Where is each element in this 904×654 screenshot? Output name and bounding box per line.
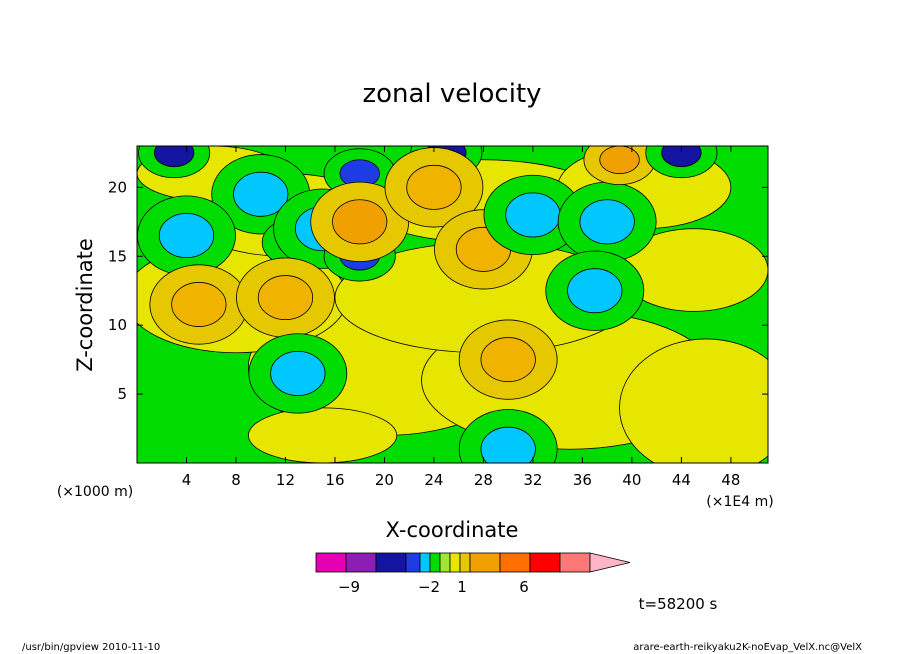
contour-feature: [505, 192, 561, 238]
contour-blobs: [137, 146, 768, 463]
colorbar-label: 1: [457, 578, 467, 596]
colorbar-label: −2: [418, 578, 440, 596]
colorbar-swatch: [345, 552, 377, 573]
x-unit-right: (×1E4 m): [706, 494, 773, 510]
contour-feature: [153, 146, 195, 168]
x-tick-label: 20: [375, 471, 394, 489]
contour-feature: [567, 268, 623, 314]
contour-feature: [579, 199, 635, 245]
plot-frame: [136, 145, 769, 464]
colorbar-swatch: [459, 552, 471, 573]
x-tick-label: 32: [523, 471, 542, 489]
colorbar-swatch: [439, 552, 451, 573]
contour-feature: [406, 164, 462, 210]
colorbar-swatch: [559, 552, 591, 573]
x-unit-left: (×1000 m): [57, 484, 133, 500]
colorbar-swatch: [529, 552, 561, 573]
x-axis: 4 8 12 16 20 24 28 32 36 40 44 48: [182, 146, 740, 489]
colorbar-swatch: [315, 552, 347, 573]
colorbar-swatch: [375, 552, 407, 573]
y-tick-label: 10: [108, 316, 127, 334]
x-tick-label: 8: [231, 471, 241, 489]
contour-field: [137, 146, 768, 463]
x-tick-label: 36: [573, 471, 592, 489]
x-tick-label: 4: [182, 471, 192, 489]
yellow-region: [247, 407, 398, 463]
x-tick-label: 12: [276, 471, 295, 489]
contour-feature: [599, 146, 640, 174]
x-tick-label: 28: [474, 471, 493, 489]
footer-right: arare-earth-reikyaku2K-noEvap_VelX.nc@Ve…: [633, 642, 862, 653]
colorbar-label: −9: [338, 578, 360, 596]
contour-feature: [480, 426, 536, 463]
x-tick-label: 40: [622, 471, 641, 489]
yellow-region: [619, 338, 768, 463]
y-tick-label: 20: [108, 178, 127, 196]
colorbar-swatch: [449, 552, 461, 573]
colorbar-arrow: [589, 552, 631, 573]
x-tick-label: 24: [424, 471, 443, 489]
x-tick-label: 44: [672, 471, 691, 489]
colorbar-swatch: [419, 552, 431, 573]
colorbar-swatch: [405, 552, 421, 573]
y-tick-label: 15: [108, 247, 127, 265]
colorbar-swatch: [429, 552, 441, 573]
colorbar-swatch: [499, 552, 531, 573]
footer-left: /usr/bin/gpview 2010-11-10: [22, 642, 160, 653]
y-axis: 5 10 15 20: [108, 178, 768, 403]
contour-feature: [270, 350, 326, 396]
x-axis-label: X-coordinate: [386, 518, 519, 542]
contour-feature: [661, 146, 702, 168]
y-axis-label: Z-coordinate: [73, 238, 97, 372]
x-tick-label: 48: [721, 471, 740, 489]
contour-feature: [233, 171, 289, 217]
contour-feature: [332, 199, 388, 245]
colorbar-label: 6: [519, 578, 529, 596]
chart-title: zonal velocity: [362, 79, 541, 109]
colorbar: −9 −2 1 6: [315, 552, 631, 596]
contour-feature: [257, 275, 314, 321]
contour-feature: [158, 213, 215, 259]
x-tick-label: 16: [325, 471, 344, 489]
colorbar-swatch: [469, 552, 501, 573]
contour-feature: [171, 282, 227, 327]
contour-feature: [480, 337, 536, 383]
y-tick-label: 5: [117, 385, 127, 403]
time-label: t=58200 s: [639, 595, 718, 613]
